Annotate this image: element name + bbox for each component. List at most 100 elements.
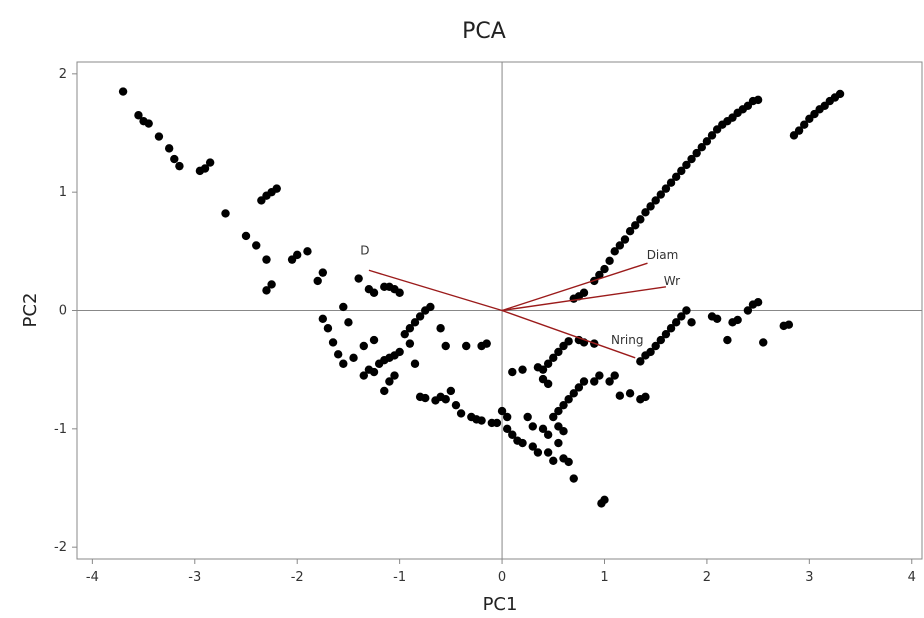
data-point [636,357,645,366]
data-point [605,256,614,265]
data-point [508,367,517,377]
loading-label: Nring [611,333,643,347]
data-point [554,347,563,357]
data-point [318,268,328,277]
data-point [625,227,635,236]
data-point [538,424,548,434]
data-point [380,386,389,396]
data-point [554,406,563,416]
data-point [477,416,486,425]
data-point [666,324,676,333]
data-point [620,235,630,244]
data-point [543,379,553,389]
loading-label: D [360,243,369,257]
data-point [482,339,491,348]
data-point [677,312,686,321]
data-point [395,288,404,297]
data-point [574,383,584,392]
y-tick-label: -2 [54,540,67,555]
data-point [533,448,543,457]
data-point [671,318,681,327]
data-point [595,270,604,280]
data-point [564,337,573,346]
data-point [333,350,343,359]
x-tick-label: -3 [188,570,201,585]
data-point [733,315,742,325]
data-point [549,412,558,422]
data-point [339,302,348,312]
data-point [349,353,358,363]
data-point [682,306,691,315]
x-axis: -4 -3 -2 -1 0 1 2 3 4 [86,559,916,585]
data-point [661,184,671,193]
data-point [395,347,404,357]
data-point [641,392,650,402]
data-point [543,430,553,439]
y-tick-label: -1 [54,422,67,437]
data-point [446,386,456,396]
data-point [784,320,794,329]
chart-title: PCA [462,19,506,44]
data-point [579,377,589,386]
data-point [759,338,768,347]
data-point [359,371,368,380]
data-point [687,154,696,164]
data-point [651,196,660,205]
data-point [625,389,635,398]
y-axis: -2 -1 0 1 2 [54,67,77,555]
data-point [205,158,215,167]
data-point [344,318,353,327]
data-point [441,395,450,404]
data-point [410,318,420,327]
data-point [610,247,619,256]
data-point [549,456,558,465]
data-point [293,250,302,260]
x-tick-label: 3 [805,570,813,585]
data-point [221,209,230,218]
data-point [405,324,415,333]
data-point [436,324,445,333]
data-point [313,276,322,286]
data-point [538,365,548,374]
data-point [794,126,804,135]
y-tick-label: 0 [59,304,67,319]
data-point [646,202,655,211]
data-point [405,339,415,348]
data-point [600,264,609,274]
data-point [267,280,276,289]
data-point [410,359,420,368]
data-point [610,371,619,380]
data-point [502,424,512,434]
data-point [692,148,701,158]
data-point [262,286,271,295]
data-point [687,318,696,327]
data-point [400,329,409,339]
x-axis-label: PC1 [483,594,518,615]
data-point [631,221,640,230]
data-point [800,120,809,129]
data-point [559,400,568,410]
data-point [677,166,686,176]
loading-vector [501,309,636,359]
data-point [415,312,425,321]
data-point [554,438,563,448]
data-point [164,144,174,153]
data-point [636,215,645,224]
data-point [323,324,333,333]
data-point [354,274,363,283]
data-point [303,247,312,256]
data-point [641,208,650,217]
data-point [615,241,625,250]
data-point [144,119,153,128]
data-point [753,298,763,307]
data-point [318,314,328,323]
data-point [118,87,128,96]
scatter-points [118,87,845,508]
data-point [564,457,573,467]
data-point [579,288,589,297]
data-point [451,400,461,410]
data-point [707,131,717,140]
data-point [518,438,527,448]
data-point [385,377,394,386]
